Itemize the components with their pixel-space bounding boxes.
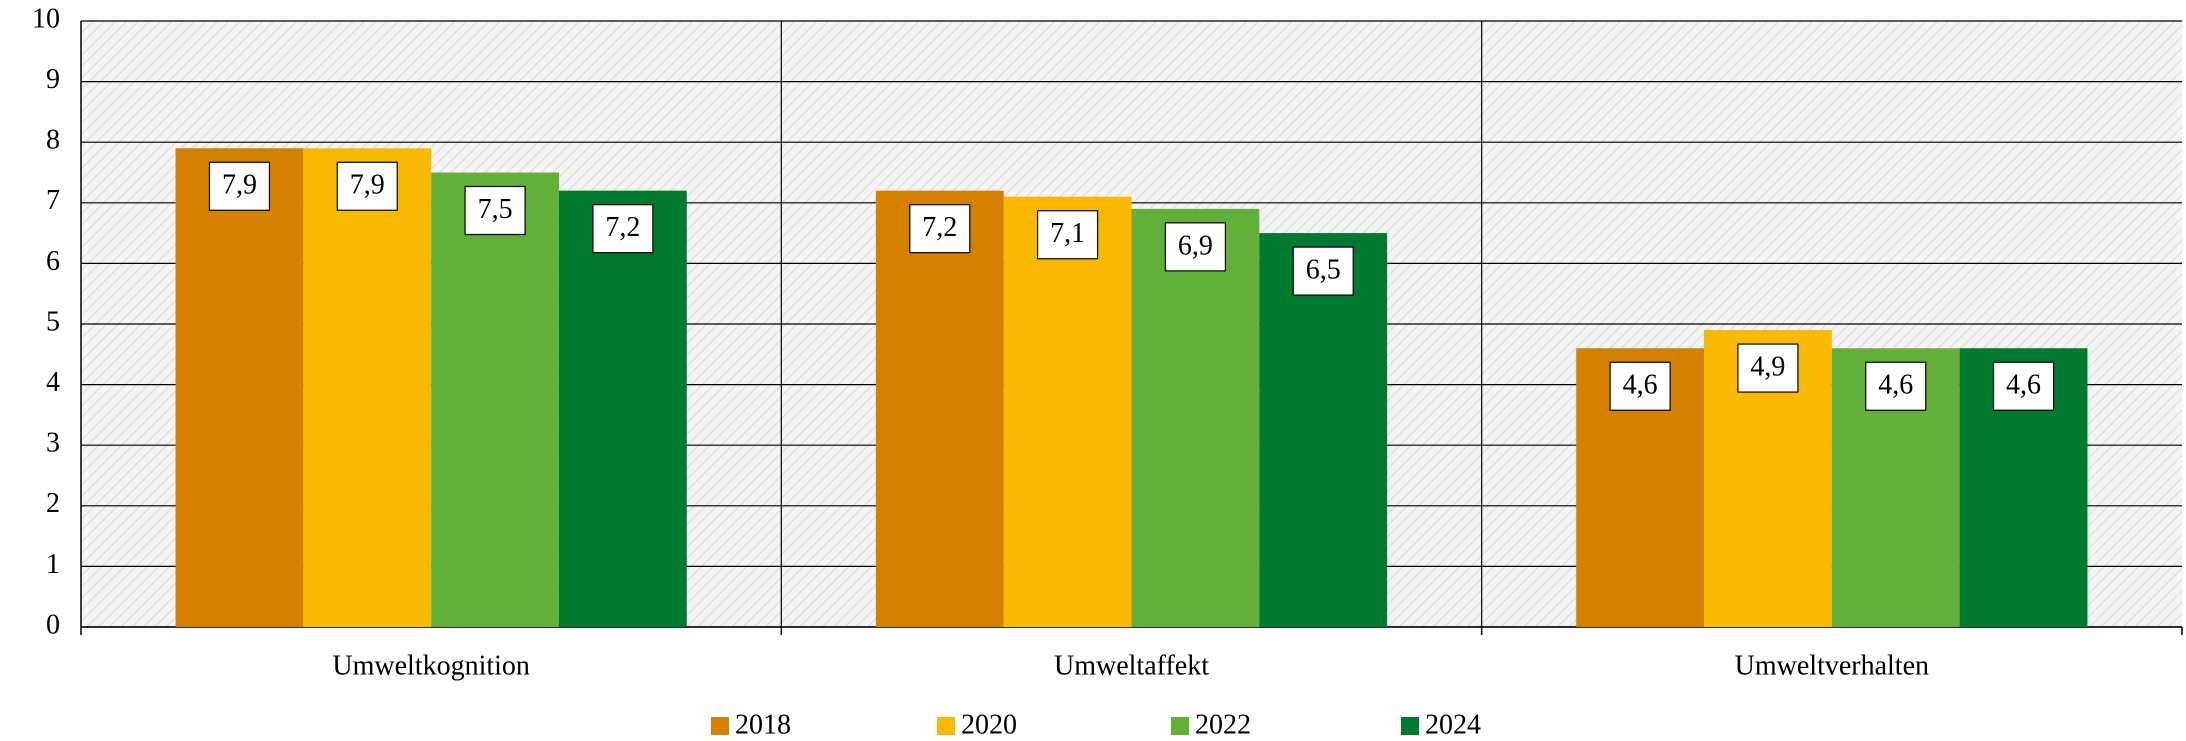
data-label: 7,9 xyxy=(222,170,257,201)
legend-label: 2020 xyxy=(961,709,1017,740)
y-tick-label: 4 xyxy=(46,367,60,398)
bar xyxy=(303,148,432,627)
data-label: 7,2 xyxy=(605,212,640,243)
data-label: 4,6 xyxy=(1623,370,1658,401)
data-label: 7,1 xyxy=(1050,218,1085,249)
legend-label: 2018 xyxy=(735,709,791,740)
data-label: 7,9 xyxy=(350,170,385,201)
data-label-box xyxy=(1036,210,1099,260)
y-tick-label: 7 xyxy=(46,185,60,216)
data-label-box xyxy=(1609,361,1671,411)
x-tick-label: Umweltverhalten xyxy=(1735,650,1929,681)
data-label: 6,5 xyxy=(1306,255,1341,286)
data-label-box xyxy=(592,204,654,254)
data-label-box xyxy=(1292,246,1354,296)
bar xyxy=(1003,196,1132,628)
data-label: 4,6 xyxy=(2006,370,2041,401)
data-label-box xyxy=(1865,361,1927,411)
data-label: 7,5 xyxy=(478,194,513,225)
data-label-box xyxy=(1737,343,1799,393)
legend-label: 2024 xyxy=(1425,709,1481,740)
data-label: 6,9 xyxy=(1178,230,1213,261)
bar xyxy=(875,190,1004,627)
y-tick-label: 6 xyxy=(46,246,60,277)
legend-swatch xyxy=(711,717,729,735)
y-tick-label: 5 xyxy=(46,306,60,337)
data-label-box xyxy=(336,161,398,211)
data-label-box xyxy=(1992,361,2055,411)
legend-swatch xyxy=(937,717,955,735)
y-tick-label: 10 xyxy=(32,3,60,34)
data-label: 7,2 xyxy=(922,212,957,243)
y-tick-label: 3 xyxy=(46,428,60,459)
x-tick-label: Umweltkognition xyxy=(332,650,530,681)
bar xyxy=(1259,233,1388,627)
y-tick-label: 0 xyxy=(46,609,60,640)
y-tick-label: 1 xyxy=(46,549,60,580)
y-tick-label: 2 xyxy=(46,488,60,519)
legend-label: 2022 xyxy=(1195,709,1251,740)
data-label-box xyxy=(464,185,526,236)
data-label: 4,9 xyxy=(1750,351,1785,382)
y-tick-label: 9 xyxy=(46,64,60,95)
data-label-box xyxy=(909,204,971,254)
bar xyxy=(175,148,304,627)
data-label: 4,6 xyxy=(1878,370,1913,401)
y-tick-label: 8 xyxy=(46,125,60,156)
data-label-box xyxy=(1164,222,1227,272)
bar xyxy=(431,172,559,627)
bar xyxy=(1131,208,1260,628)
legend-swatch xyxy=(1401,717,1419,735)
data-label-box xyxy=(208,161,271,211)
bar xyxy=(558,190,687,627)
x-tick-label: Umweltaffekt xyxy=(1054,650,1209,681)
legend-swatch xyxy=(1171,717,1189,735)
